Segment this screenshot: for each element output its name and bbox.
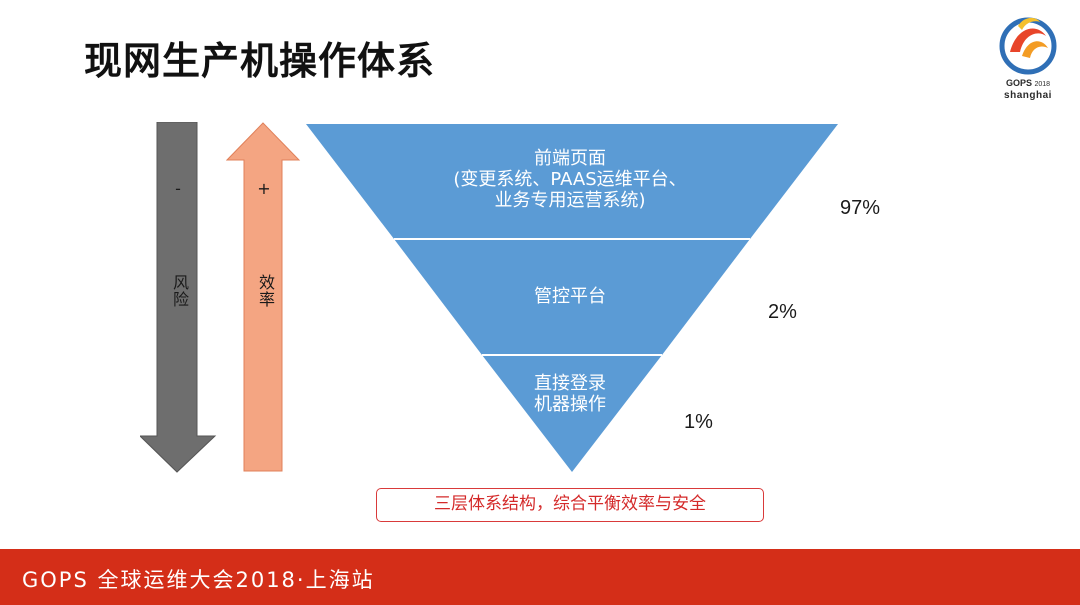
tier-middle-text: 管控平台 — [534, 286, 606, 307]
risk-down-arrow — [140, 122, 217, 473]
logo-city-text: shanghai — [1004, 90, 1052, 101]
logo-swirl-icon — [999, 17, 1057, 75]
efficiency-label: 效率 — [256, 274, 275, 308]
gops-logo: GOPS 2018 shanghai — [992, 8, 1064, 104]
inverted-pyramid — [306, 124, 838, 472]
footer-bar: GOPS 全球运维大会2018·上海站 — [0, 549, 1080, 605]
logo-brand-text: GOPS 2018 — [1005, 78, 1051, 88]
efficiency-up-arrow — [226, 122, 301, 472]
pyramid-tier-bottom — [482, 355, 662, 472]
tier-top-percent: 97% — [840, 197, 881, 219]
summary-note: 三层体系结构，综合平衡效率与安全 — [376, 488, 764, 522]
pyramid-tier-top — [306, 124, 838, 239]
risk-label: 风险 — [170, 274, 189, 308]
tier-bottom-text: 直接登录 机器操作 — [534, 373, 606, 415]
pyramid-tier-middle — [394, 239, 750, 355]
footer-text: GOPS 全球运维大会2018·上海站 — [22, 568, 375, 592]
efficiency-sign: + — [257, 179, 271, 198]
tier-top-text: 前端页面 (变更系统、PAAS运维平台、 业务专用运营系统) — [453, 148, 687, 211]
tier-middle-percent: 2% — [768, 301, 797, 323]
slide-title: 现网生产机操作体系 — [84, 39, 436, 83]
risk-sign: - — [175, 179, 181, 198]
tier-bottom-percent: 1% — [684, 411, 713, 433]
